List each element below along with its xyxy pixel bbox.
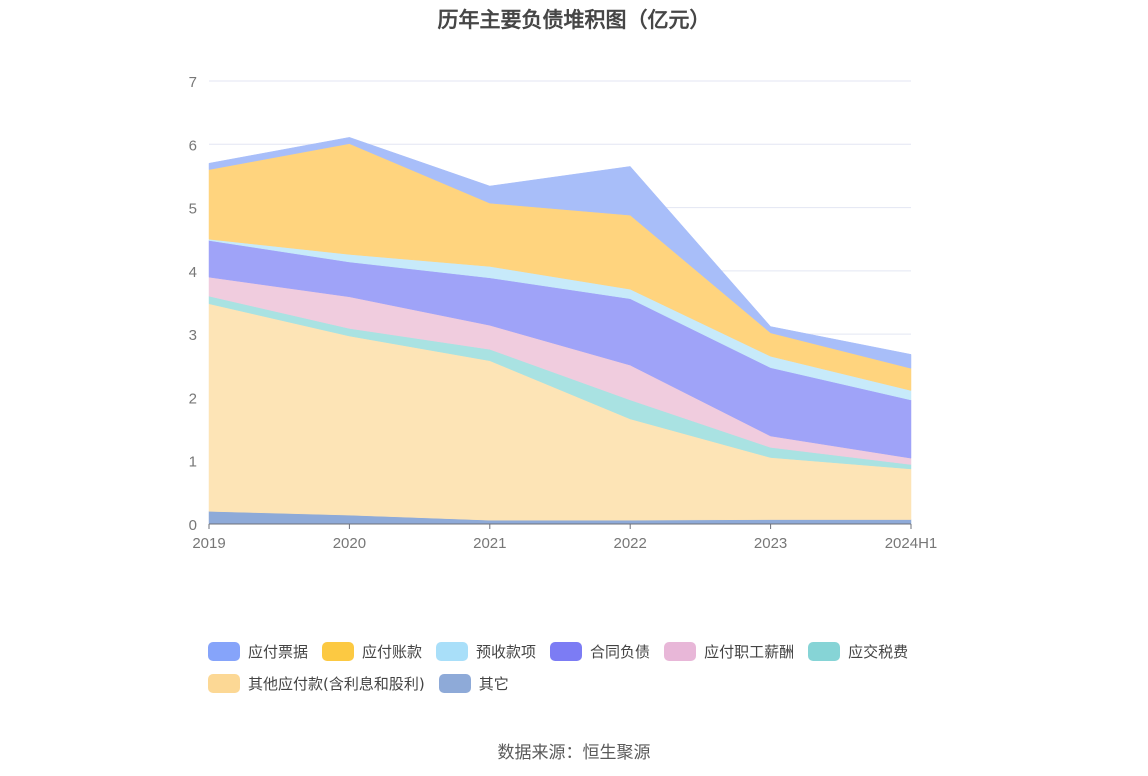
legend-swatch: [322, 641, 355, 661]
chart-title: 历年主要负债堆积图（亿元）: [437, 8, 711, 32]
legend-item[interactable]: 应付账款: [322, 640, 422, 662]
legend-swatch: [438, 673, 471, 693]
x-tick-label: 2019: [192, 535, 225, 552]
legend-label: 应付职工薪酬: [704, 642, 795, 661]
legend-item[interactable]: 应付职工薪酬: [664, 640, 794, 662]
y-tick-label: 2: [189, 390, 197, 407]
legend-swatch: [550, 641, 583, 661]
legend-label: 其它: [478, 674, 509, 693]
legend-label: 应付账款: [362, 642, 423, 661]
legend-item[interactable]: 预收款项: [436, 640, 536, 662]
area-series-group: [208, 137, 912, 525]
legend-label: 合同负债: [590, 642, 651, 661]
legend-item[interactable]: 其它: [438, 672, 509, 694]
x-tick-label: 2020: [333, 535, 366, 552]
y-tick-label: 0: [189, 517, 197, 534]
legend-item[interactable]: 应交税费: [808, 640, 908, 662]
chart-legend: 应付票据 应付账款 预收款项 合同负债 应付职工薪酬 应交税费其他应付款(含利息和股利) 其…: [208, 640, 968, 704]
legend-label: 其他应付款(含利息和股利): [248, 674, 425, 693]
y-tick-label: 1: [189, 454, 197, 471]
area-series: [208, 137, 912, 369]
legend-swatch: [436, 641, 469, 661]
legend-swatch: [808, 641, 841, 661]
legend-swatch: [664, 641, 697, 661]
x-tick-label: 2022: [614, 535, 647, 552]
legend-label: 预收款项: [476, 642, 537, 661]
y-tick-label: 6: [189, 137, 197, 154]
axes: 0 1 2 3 4 5 6 7 2019 2020 2021 2022 2023 2024H1: [189, 74, 938, 552]
y-tick-label: 3: [189, 327, 197, 344]
legend-swatch: [208, 673, 240, 693]
x-tick-label: 2024H1: [885, 535, 938, 552]
legend-label: 应交税费: [848, 642, 909, 661]
legend-item[interactable]: 合同负债: [550, 640, 650, 662]
data-source: 数据来源：恒生聚源: [497, 743, 651, 763]
y-tick-label: 7: [189, 74, 197, 91]
x-tick-label: 2023: [754, 535, 787, 552]
y-tick-label: 4: [189, 264, 197, 281]
legend-label: 应付票据: [248, 642, 309, 661]
x-tick-label: 2021: [473, 535, 506, 552]
y-tick-label: 5: [189, 201, 197, 218]
legend-item[interactable]: 其他应付款(含利息和股利): [208, 672, 425, 694]
legend-item[interactable]: 应付票据: [208, 640, 308, 662]
legend-swatch: [208, 641, 240, 661]
